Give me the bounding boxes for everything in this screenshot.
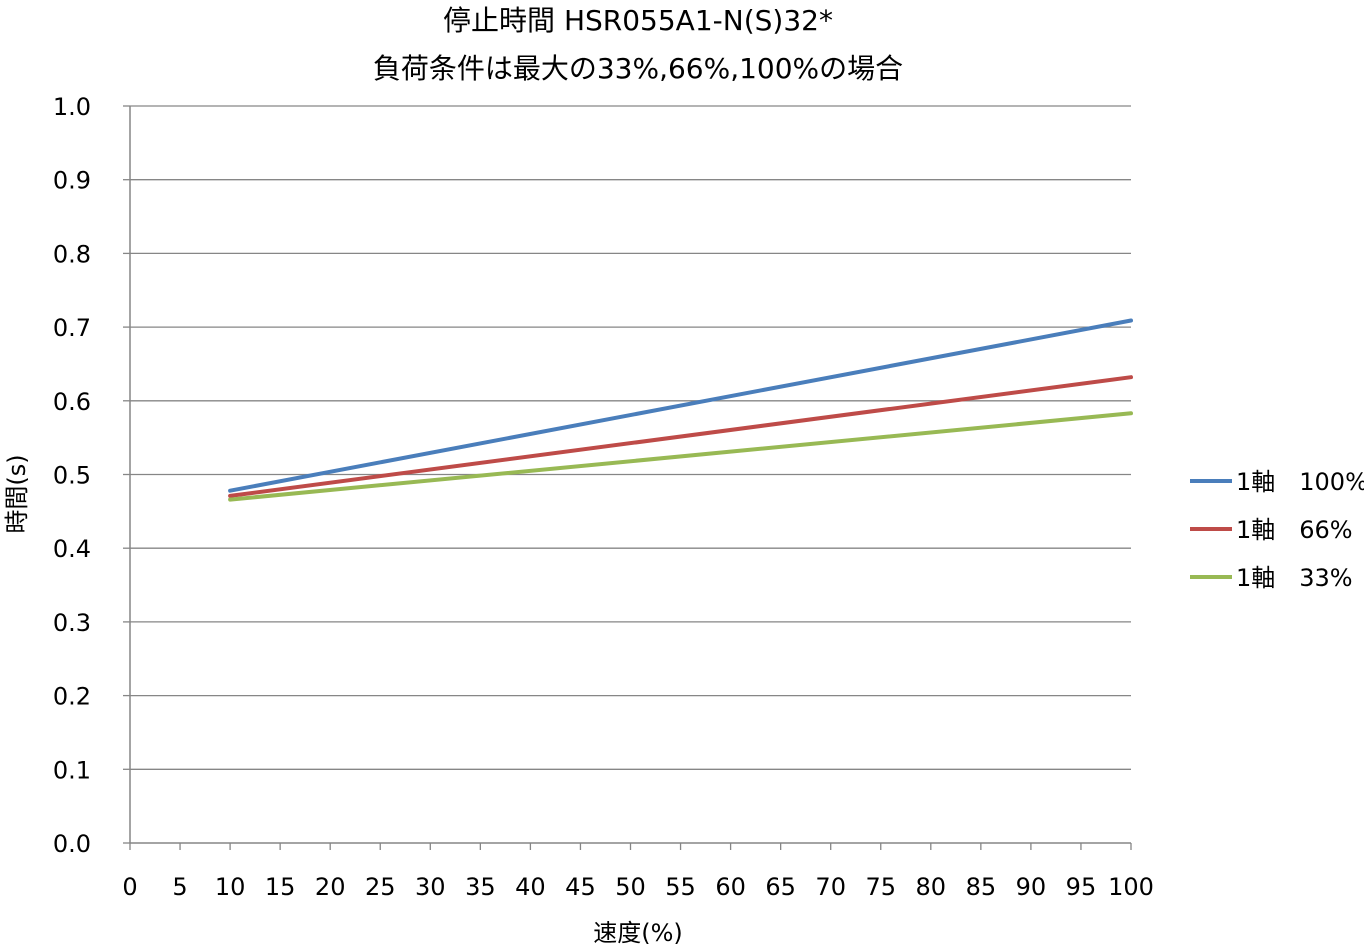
x-tick-label: 95 (1066, 873, 1097, 901)
x-tick-label: 45 (565, 873, 596, 901)
x-tick-label: 50 (615, 873, 646, 901)
chart-title-line1: 停止時間 HSR055A1-N(S)32* (443, 4, 833, 37)
y-axis-title: 時間(s) (3, 454, 31, 533)
y-tick-label: 0.7 (53, 314, 91, 342)
x-tick-label: 10 (215, 873, 246, 901)
x-tick-label: 5 (172, 873, 187, 901)
x-tick-label: 90 (1016, 873, 1047, 901)
chart-title-line2: 負荷条件は最大の33%,66%,100%の場合 (373, 52, 903, 85)
series-lines (228, 318, 1133, 502)
x-tick-label: 100 (1108, 873, 1154, 901)
legend: 1軸 100% 1軸 66% 1軸 33% (1190, 468, 1364, 592)
axes: 0.0 0.1 0.2 0.3 0.4 0.5 0.6 0.7 0.8 0.9 1.0 0 5 10 15 2… (53, 93, 1154, 901)
x-tick-label: 40 (515, 873, 546, 901)
y-tick-label: 0.5 (53, 462, 91, 490)
legend-label-0: 1軸 100% (1236, 468, 1364, 496)
series-line-0 (228, 318, 1133, 493)
y-tick-label: 0.4 (53, 535, 91, 563)
x-tick-label: 60 (715, 873, 746, 901)
legend-label-1: 1軸 66% (1236, 516, 1353, 544)
x-tick-label: 0 (122, 873, 137, 901)
y-tick-label: 1.0 (53, 93, 91, 121)
x-tick-label: 25 (365, 873, 396, 901)
x-tick-label: 55 (665, 873, 696, 901)
y-tick-label: 0.9 (53, 167, 91, 195)
x-tick-label: 85 (966, 873, 997, 901)
legend-label-2: 1軸 33% (1236, 564, 1353, 592)
x-tick-label: 30 (415, 873, 446, 901)
y-tick-label: 0.0 (53, 830, 91, 858)
x-tick-label: 70 (815, 873, 846, 901)
gridlines (130, 105, 1131, 770)
y-tick-label: 0.8 (53, 240, 91, 268)
x-axis-title: 速度(%) (593, 919, 683, 947)
x-tick-label: 65 (765, 873, 796, 901)
y-tick-label: 0.3 (53, 609, 91, 637)
series-line-2 (228, 411, 1133, 502)
series-line-1 (228, 375, 1133, 498)
x-tick-label: 35 (465, 873, 496, 901)
y-tick-label: 0.6 (53, 388, 91, 416)
x-tick-label: 15 (265, 873, 296, 901)
y-tick-label: 0.1 (53, 756, 91, 784)
x-tick-label: 20 (315, 873, 346, 901)
x-tick-label: 75 (865, 873, 896, 901)
x-tick-label: 80 (916, 873, 947, 901)
y-tick-label: 0.2 (53, 683, 91, 711)
